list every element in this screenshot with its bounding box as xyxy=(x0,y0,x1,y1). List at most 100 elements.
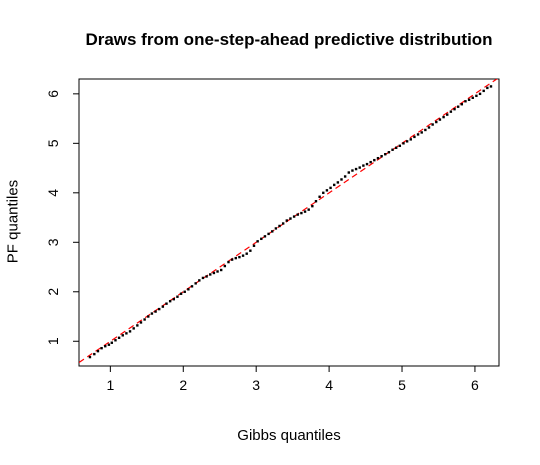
data-point xyxy=(125,332,128,335)
data-point xyxy=(460,103,464,106)
data-point xyxy=(376,156,380,160)
data-point xyxy=(194,282,197,285)
data-point xyxy=(267,232,270,236)
data-point xyxy=(121,334,124,337)
data-point xyxy=(449,110,453,113)
data-point xyxy=(143,318,146,321)
data-point xyxy=(358,166,361,169)
data-point xyxy=(303,210,307,213)
data-point xyxy=(256,240,259,243)
data-point xyxy=(311,204,314,208)
chart-title: Draws from one-step-ahead predictive dis… xyxy=(85,30,493,49)
data-point xyxy=(172,297,175,301)
data-point xyxy=(216,270,219,273)
data-point xyxy=(198,279,201,282)
data-point xyxy=(486,86,489,90)
y-tick-label: 5 xyxy=(45,139,61,147)
data-point xyxy=(431,123,434,126)
y-tick-label: 6 xyxy=(45,90,61,98)
data-point xyxy=(478,92,482,96)
data-point xyxy=(456,105,460,108)
y-axis: 1 2 3 4 5 6 xyxy=(45,90,80,345)
data-point xyxy=(252,244,256,247)
x-tick-label: 5 xyxy=(398,377,406,393)
data-point xyxy=(391,148,394,151)
data-point xyxy=(329,186,332,190)
data-point xyxy=(183,290,186,293)
data-point xyxy=(187,288,190,291)
data-point xyxy=(150,312,154,315)
x-tick-label: 2 xyxy=(179,377,187,393)
data-point xyxy=(271,230,274,233)
data-point xyxy=(387,151,391,154)
x-tick-label: 4 xyxy=(325,377,333,393)
data-point xyxy=(340,178,343,181)
data-point xyxy=(230,258,234,261)
data-point xyxy=(179,292,183,295)
data-point xyxy=(424,128,427,132)
data-point xyxy=(438,118,442,121)
x-tick-label: 3 xyxy=(252,377,260,393)
data-point xyxy=(285,219,289,222)
data-point xyxy=(354,167,358,171)
data-point xyxy=(333,183,336,187)
data-point xyxy=(471,96,474,100)
data-point xyxy=(154,310,157,313)
data-point xyxy=(314,200,318,203)
data-point xyxy=(482,89,485,93)
data-point xyxy=(260,237,263,241)
data-point xyxy=(420,131,423,134)
data-point xyxy=(132,327,135,330)
data-point xyxy=(325,189,329,192)
data-point xyxy=(245,252,248,255)
data-point xyxy=(212,271,216,275)
data-point xyxy=(104,345,107,348)
data-point xyxy=(464,100,467,103)
data-point xyxy=(161,305,165,308)
data-point xyxy=(158,307,161,311)
data-point xyxy=(442,115,445,119)
data-point xyxy=(343,175,347,178)
y-tick-label: 4 xyxy=(45,189,61,197)
data-point xyxy=(249,249,252,252)
y-tick-label: 1 xyxy=(45,337,61,345)
data-point xyxy=(362,164,365,167)
data-point xyxy=(201,276,205,280)
data-point xyxy=(453,107,456,111)
data-point xyxy=(413,135,416,139)
data-point xyxy=(365,162,369,166)
data-point xyxy=(402,142,405,145)
data-point xyxy=(289,217,292,220)
data-point xyxy=(398,144,402,148)
y-tick-label: 2 xyxy=(45,288,61,296)
x-tick-label: 1 xyxy=(106,377,114,393)
data-point xyxy=(205,275,208,278)
data-point xyxy=(281,222,285,225)
data-point xyxy=(227,260,230,264)
data-point xyxy=(274,227,278,230)
data-point xyxy=(300,211,303,215)
x-tick-label: 6 xyxy=(471,377,479,393)
data-points xyxy=(88,85,493,359)
data-point xyxy=(93,352,96,356)
x-axis: 1 2 3 4 5 6 xyxy=(106,365,479,393)
data-point xyxy=(380,154,383,158)
data-point xyxy=(416,133,420,136)
data-point xyxy=(223,264,227,268)
data-point xyxy=(405,140,409,143)
y-tick-label: 3 xyxy=(45,238,61,246)
data-point xyxy=(234,256,237,260)
data-point xyxy=(209,273,212,276)
data-point xyxy=(88,355,92,359)
data-point xyxy=(427,126,431,129)
data-point xyxy=(475,94,478,98)
data-point xyxy=(96,349,100,353)
data-point xyxy=(219,268,223,272)
data-point xyxy=(190,285,194,288)
data-point xyxy=(136,324,139,327)
data-point xyxy=(292,215,296,218)
data-point xyxy=(351,169,354,172)
data-point xyxy=(296,213,299,216)
data-point xyxy=(139,321,143,324)
